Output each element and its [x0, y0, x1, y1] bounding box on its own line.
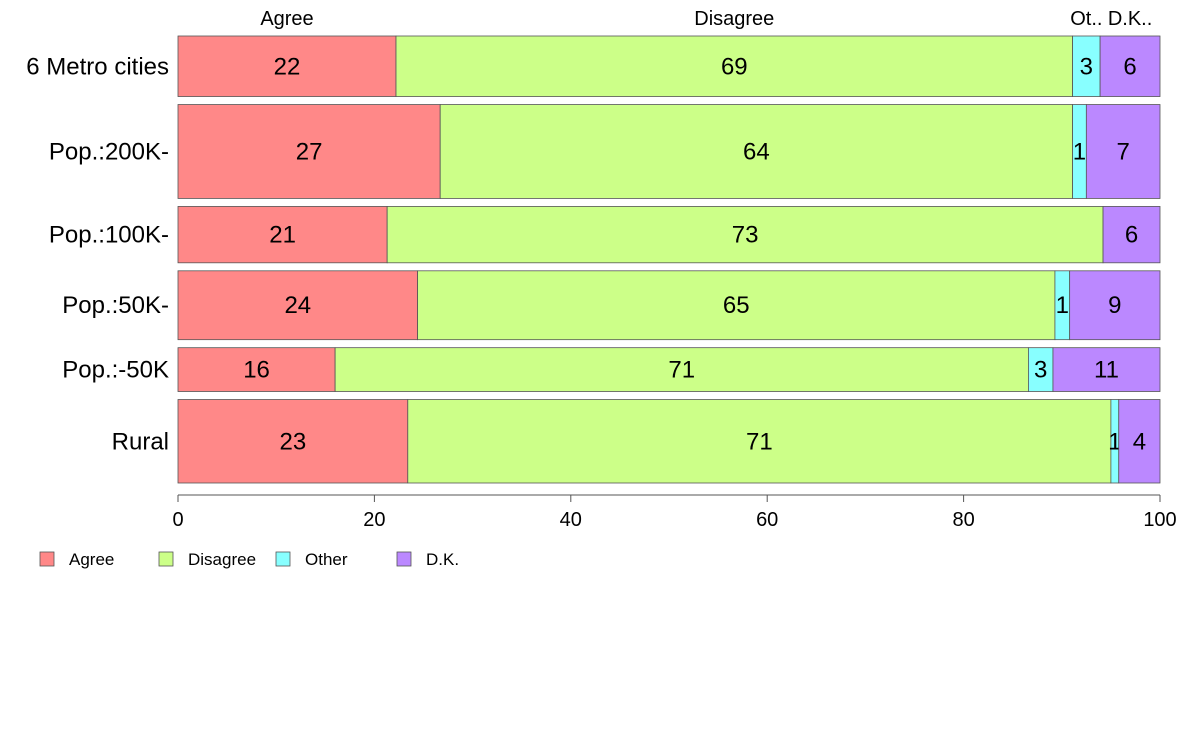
bar-segment-pop-100k-disagree: [386, 206, 1104, 264]
data-label-6-metro-cities-disagree: 69: [721, 53, 748, 80]
legend-swatch-other: [275, 551, 291, 567]
legend-label-agree: Agree: [69, 550, 114, 569]
data-label-6-metro-cities-other: 3: [1080, 53, 1093, 80]
bar-segment-rural-d-k: [1118, 399, 1161, 484]
data-label-pop-100k-agree: 21: [269, 222, 296, 249]
data-label-pop-50k-agree: 24: [284, 292, 311, 319]
data-label-pop-50k-d-k: 11: [1094, 357, 1119, 384]
x-tick-label-100: 100: [1143, 509, 1176, 531]
data-label-pop-50k-disagree: 65: [723, 292, 750, 319]
data-label-pop-50k-disagree: 71: [668, 357, 695, 384]
data-label-pop-200k-d-k: 7: [1116, 138, 1129, 165]
column-header-d-k: D.K..: [1108, 8, 1152, 30]
legend-label-disagree: Disagree: [188, 550, 256, 569]
category-label-pop-100k: Pop.:100K-: [49, 222, 169, 249]
legend-swatch-agree: [39, 551, 55, 567]
bar-segment-6-metro-cities-other: [1072, 35, 1101, 97]
data-label-6-metro-cities-agree: 22: [274, 53, 301, 80]
bar-segment-pop-50k-d-k: [1052, 347, 1161, 392]
data-label-pop-200k-agree: 27: [296, 138, 323, 165]
data-label-6-metro-cities-d-k: 6: [1123, 53, 1136, 80]
legend-swatch-disagree: [158, 551, 174, 567]
data-label-pop-100k-disagree: 73: [732, 222, 759, 249]
bar-segment-6-metro-cities-disagree: [395, 35, 1074, 97]
data-label-pop-50k-agree: 16: [243, 357, 270, 384]
category-label-6-metro-cities: 6 Metro cities: [26, 53, 169, 80]
column-header-agree: Agree: [260, 8, 313, 30]
data-label-pop-50k-d-k: 9: [1108, 292, 1121, 319]
legend-label-d-k: D.K.: [426, 550, 459, 569]
x-tick-label-40: 40: [560, 509, 582, 531]
bar-segment-6-metro-cities-agree: [177, 35, 397, 97]
data-label-pop-200k-other: 1: [1073, 138, 1086, 165]
bar-segment-pop-50k-disagree: [417, 270, 1056, 341]
x-tick-label-0: 0: [172, 509, 183, 531]
bar-segment-pop-100k-d-k: [1102, 206, 1161, 264]
bar-segment-6-metro-cities-d-k: [1099, 35, 1161, 97]
bar-segment-pop-50k-d-k: [1069, 270, 1161, 341]
data-label-rural-other: 1: [1108, 428, 1121, 455]
category-label-rural: Rural: [112, 428, 169, 455]
bar-segment-pop-50k-agree: [177, 270, 419, 341]
bar-segment-pop-200k-agree: [177, 104, 441, 199]
bar-segment-rural-disagree: [407, 399, 1112, 484]
data-label-rural-agree: 23: [280, 428, 307, 455]
bar-segment-pop-200k-disagree: [439, 104, 1074, 199]
bar-segment-rural-agree: [177, 399, 409, 484]
bar-segment-pop-50k-agree: [177, 347, 336, 392]
data-label-rural-d-k: 4: [1133, 428, 1146, 455]
category-label-pop-50k: Pop.:50K-: [62, 292, 169, 319]
data-label-pop-200k-disagree: 64: [743, 138, 770, 165]
legend-swatch-d-k: [396, 551, 412, 567]
category-label-pop-50k: Pop.:-50K: [62, 357, 169, 384]
data-label-pop-50k-other: 3: [1034, 357, 1047, 384]
x-tick-label-60: 60: [756, 509, 778, 531]
data-label-pop-50k-other: 1: [1056, 292, 1069, 319]
legend-label-other: Other: [305, 550, 348, 569]
column-header-ot: Ot..: [1070, 8, 1102, 30]
column-header-disagree: Disagree: [694, 8, 774, 30]
data-label-rural-disagree: 71: [746, 428, 773, 455]
bar-segment-pop-200k-d-k: [1085, 104, 1161, 199]
bar-segment-pop-100k-agree: [177, 206, 388, 264]
data-label-pop-100k-d-k: 6: [1125, 222, 1138, 249]
x-tick-label-80: 80: [952, 509, 974, 531]
x-tick-label-20: 20: [363, 509, 385, 531]
category-label-pop-200k: Pop.:200K-: [49, 138, 169, 165]
